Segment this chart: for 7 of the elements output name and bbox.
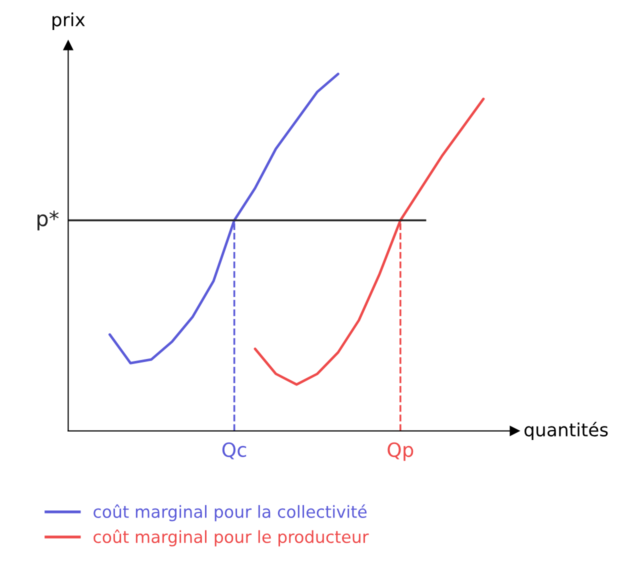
x-tick-label: Qc (222, 442, 246, 460)
x-tick-label: Qp (388, 442, 414, 461)
y-axis-title: prix (52, 12, 85, 30)
legend-label: coût marginal pour le producteur (94, 530, 369, 546)
legend-label: coût marginal pour la collectivité (94, 504, 367, 522)
ref-line-label: p* (38, 210, 59, 230)
x-axis-title: quantités (524, 422, 608, 440)
